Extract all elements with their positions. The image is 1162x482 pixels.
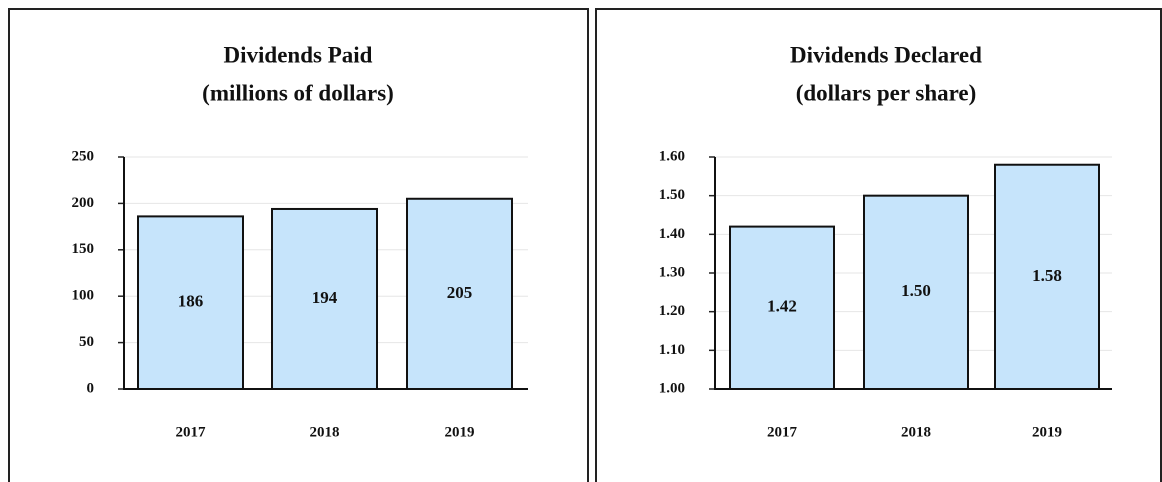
data-label: 1.50 (901, 281, 931, 300)
y-tick-label: 1.20 (659, 303, 685, 319)
y-tick-label: 250 (72, 148, 95, 164)
chart-title: Dividends Declared (790, 42, 982, 67)
y-tick-label: 1.50 (659, 187, 685, 203)
bar (406, 197, 513, 390)
x-tick-label: 2018 (310, 424, 340, 440)
y-tick-label: 1.40 (659, 226, 685, 242)
y-tick-label: 200 (72, 195, 95, 211)
y-tick-label: 50 (79, 334, 94, 350)
bar (994, 163, 1100, 390)
y-tick-label: 150 (72, 241, 95, 257)
panel-border (595, 8, 1162, 482)
x-tick-label: 2017 (767, 424, 798, 440)
data-label: 186 (178, 292, 204, 311)
x-tick-label: 2017 (176, 424, 207, 440)
bar (729, 225, 835, 390)
y-tick-label: 1.10 (659, 342, 685, 358)
y-tick-label: 1.00 (659, 380, 685, 396)
bar (863, 194, 969, 390)
x-tick-label: 2018 (901, 424, 931, 440)
y-tick-label: 1.60 (659, 148, 685, 164)
data-label: 1.58 (1032, 266, 1062, 285)
data-label: 1.42 (767, 297, 797, 316)
chart-subtitle: (dollars per share) (796, 80, 977, 105)
chart-title: Dividends Paid (224, 42, 373, 67)
y-tick-label: 0 (87, 380, 95, 396)
bar (137, 215, 244, 390)
data-label: 205 (447, 283, 473, 302)
chart-subtitle: (millions of dollars) (202, 80, 394, 105)
panel-border (8, 8, 589, 482)
y-tick-label: 1.30 (659, 264, 685, 280)
x-tick-label: 2019 (1032, 424, 1062, 440)
data-label: 194 (312, 288, 338, 307)
y-tick-label: 100 (72, 288, 95, 304)
x-tick-label: 2019 (445, 424, 475, 440)
